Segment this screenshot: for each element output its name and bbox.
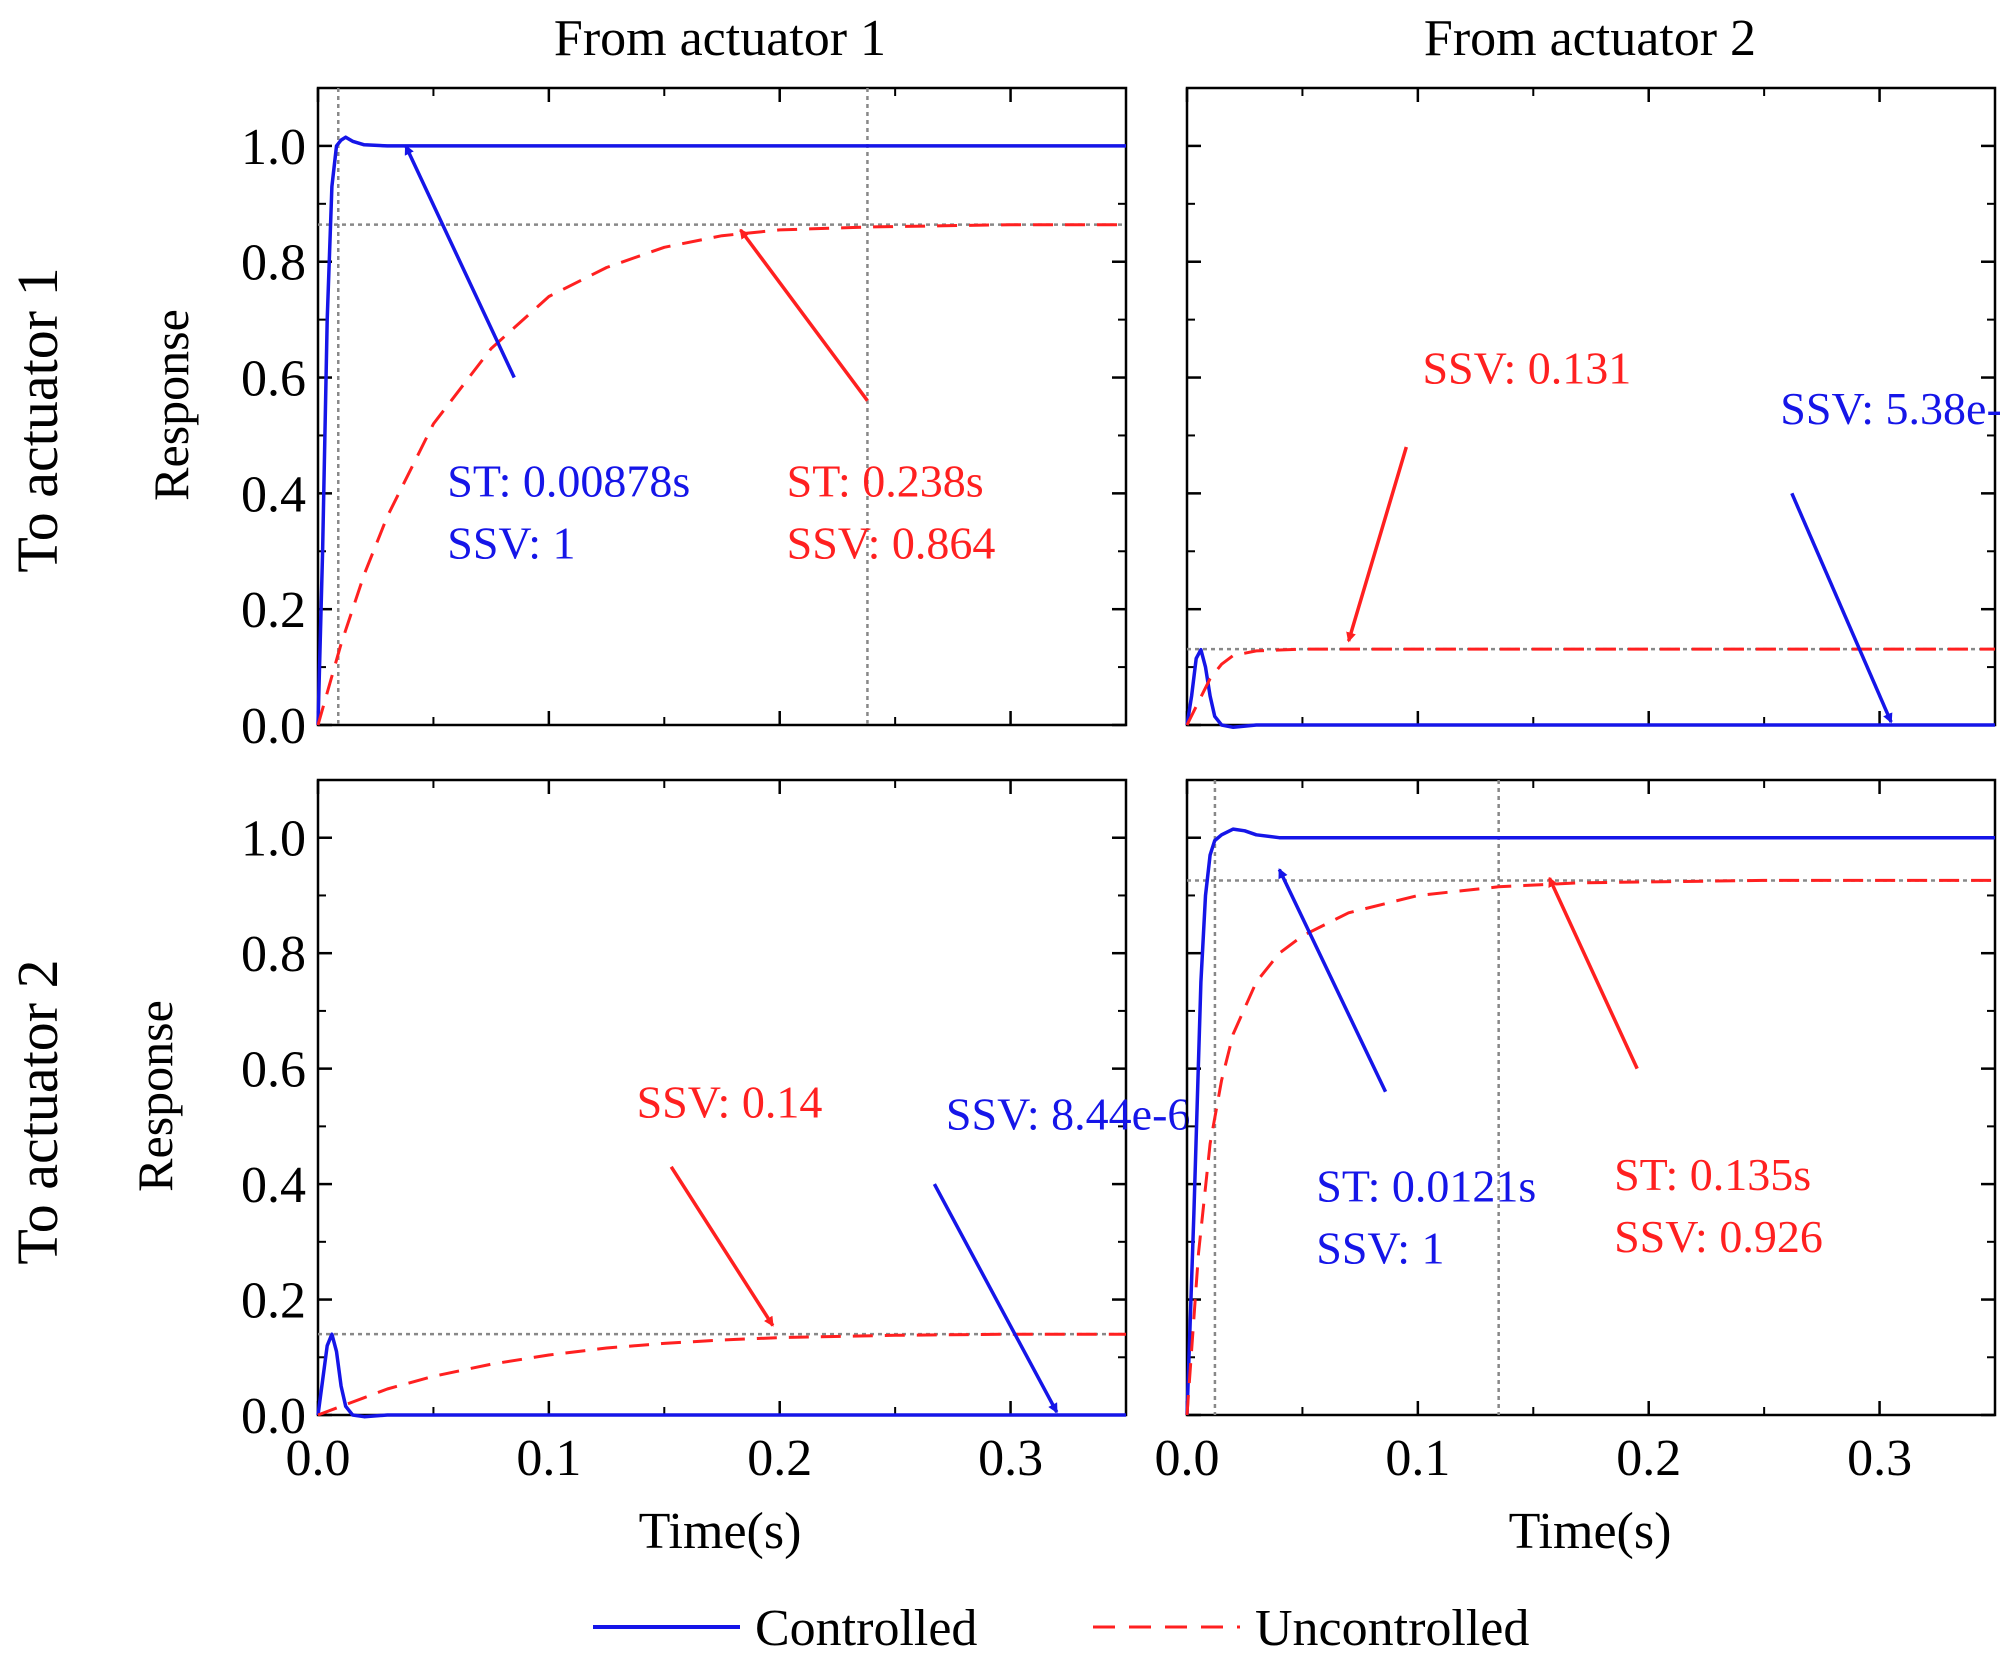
x-tick-label: 0.1 [516, 1430, 581, 1487]
x-tick-label: 0.2 [1616, 1430, 1681, 1487]
y-tick-label: 0.2 [241, 1273, 306, 1330]
x-tick-label: 0.0 [1155, 1430, 1220, 1487]
panel-1: 0.00.20.40.60.81.0ST: 0.00878s SSV: 1ST: … [241, 86, 1128, 755]
series-uncontrolled-line [1185, 878, 1995, 1416]
axes-frame [1185, 778, 1997, 1417]
annotation-text: ST: 0.00878s SSV: 1 [447, 455, 690, 568]
column-title-actuator-2: From actuator 2 [1424, 10, 1756, 67]
annotation-arrow [669, 1165, 775, 1327]
annotation-text: SSV: 5.38e-6 [1780, 383, 2000, 434]
annotation-text: ST: 0.0121s SSV: 1 [1316, 1160, 1536, 1273]
panel-4: 0.0 0.1 0.2 0.3ST: 0.0121s SSV: 1ST: 0.135s S… [1155, 778, 1997, 1487]
xlabel-right: Time(s) [1509, 1503, 1672, 1560]
annotation-line: SSV: 8.44e-6 [946, 1088, 1190, 1139]
series-controlled-line [316, 1332, 1126, 1419]
y-tick-label: 0.2 [241, 582, 306, 639]
y-tick-label: 0.0 [241, 698, 306, 755]
annotation-line: SSV: 1 [447, 517, 575, 568]
legend: Controlled Uncontrolled [593, 1600, 1529, 1657]
annotation-line: ST: 0.238s [787, 455, 984, 506]
annotation-arrow [404, 144, 516, 379]
annotation-line: ST: 0.0121s [1316, 1160, 1536, 1211]
series-controlled-line [1185, 647, 1995, 730]
series-uncontrolled-line [1185, 647, 1995, 726]
x-tick-label: 0.1 [1385, 1430, 1450, 1487]
row-title-actuator-1: To actuator 1 [5, 267, 70, 572]
annotation-text: ST: 0.135s SSV: 0.926 [1614, 1149, 1823, 1262]
annotation-arrow [1346, 446, 1408, 643]
y-tick-label: 0.6 [241, 351, 306, 408]
annotation-text: SSV: 0.131 [1422, 342, 1631, 393]
row-title-actuator-2: To actuator 2 [5, 959, 70, 1264]
series-controlled-line [1185, 827, 1995, 1416]
y-tick-label: 0.8 [241, 926, 306, 983]
series-uncontrolled-line [316, 223, 1126, 726]
y-tick-label: 0.8 [241, 235, 306, 292]
x-tick-label: 0.3 [978, 1430, 1043, 1487]
ylabel-bottom: Response [127, 1000, 183, 1192]
annotation-line: SSV: 0.926 [1614, 1211, 1823, 1262]
column-title-actuator-1: From actuator 1 [554, 10, 886, 67]
annotation-line: SSV: 0.864 [787, 517, 996, 568]
panel-2: SSV: 0.131 SSV: 5.38e-6 [1185, 86, 2000, 730]
y-tick-label: 1.0 [241, 811, 306, 868]
y-tick-label: 0.6 [241, 1042, 306, 1099]
annotation-line: SSV: 0.14 [637, 1077, 823, 1128]
annotation-arrow [739, 228, 869, 402]
legend-controlled-label: Controlled [755, 1600, 977, 1657]
annotation-arrow [1547, 876, 1639, 1070]
x-tick-label: 0.0 [286, 1430, 351, 1487]
annotation-text: SSV: 8.44e-6 [946, 1088, 1190, 1139]
annotation-line: ST: 0.00878s [447, 455, 690, 506]
annotation-line: SSV: 0.131 [1422, 342, 1631, 393]
annotation-line: SSV: 5.38e-6 [1780, 383, 2000, 434]
x-tick-label: 0.3 [1847, 1430, 1912, 1487]
annotation-text: SSV: 0.14 [637, 1077, 823, 1128]
annotation-text: ST: 0.238s SSV: 0.864 [787, 455, 996, 568]
annotation-line: ST: 0.135s [1614, 1149, 1811, 1200]
y-tick-label: 0.4 [241, 1157, 306, 1214]
legend-uncontrolled-label: Uncontrolled [1255, 1600, 1529, 1657]
y-tick-label: 0.0 [241, 1388, 306, 1445]
xlabel-left: Time(s) [639, 1503, 802, 1560]
annotation-line: SSV: 1 [1316, 1222, 1444, 1273]
y-tick-label: 0.4 [241, 466, 306, 523]
panel-3: 0.0 0.2 0.4 0.6 0.8 1.0 0.0 0.1 0.2 0.3 SSV: 0.14 S… [241, 778, 1190, 1487]
annotation-arrow [1790, 492, 1893, 724]
y-tick-label: 1.0 [241, 119, 306, 176]
axes-frame [316, 86, 1128, 727]
x-tick-label: 0.2 [747, 1430, 812, 1487]
annotation-arrow [932, 1183, 1059, 1414]
ylabel-top: Response [143, 309, 199, 501]
series-uncontrolled-line [317, 1332, 1126, 1417]
series-controlled-line [316, 135, 1126, 726]
annotation-arrow [1277, 868, 1388, 1093]
